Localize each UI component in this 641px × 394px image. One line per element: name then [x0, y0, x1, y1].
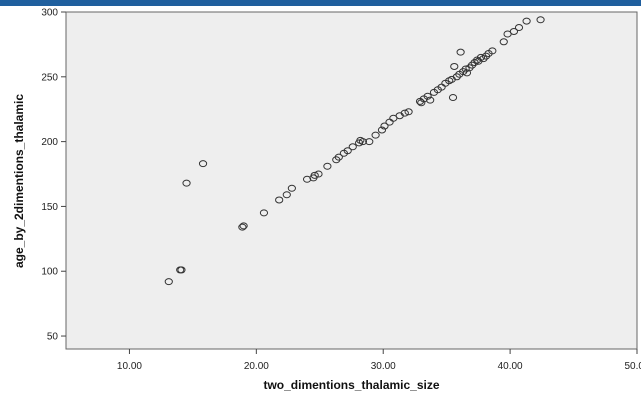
x-tick-label: 50.00 [624, 361, 641, 372]
data-point [423, 92, 432, 100]
y-axis: 50 100 150 200 250 300 [41, 8, 66, 343]
plot-area [65, 11, 638, 350]
data-point [456, 48, 465, 56]
data-point [522, 17, 531, 25]
data-point [238, 223, 247, 231]
data-point [536, 16, 545, 24]
data-point [323, 162, 332, 170]
x-tick-label: 40.00 [498, 361, 523, 372]
data-point [371, 131, 380, 139]
x-tick-label: 20.00 [244, 361, 269, 372]
data-point [334, 153, 343, 161]
data-point [417, 99, 426, 107]
y-axis-title: age_by_2dimentions_thalamic [12, 94, 26, 268]
y-tick-label: 250 [41, 72, 58, 83]
data-point [310, 171, 319, 179]
y-tick-label: 50 [47, 332, 59, 343]
data-point [164, 278, 173, 286]
data-point [282, 191, 291, 199]
x-axis: 10.00 20.00 30.00 40.00 50.00 [117, 349, 641, 372]
data-point [177, 266, 186, 274]
y-tick-label: 100 [41, 267, 58, 278]
x-axis-title: two_dimentions_thalamic_size [263, 378, 439, 392]
top-accent-bar [0, 0, 641, 6]
data-point [488, 47, 497, 55]
y-tick-label: 150 [41, 202, 58, 213]
data-point [461, 65, 470, 73]
data-point [343, 147, 352, 155]
data-point [509, 27, 519, 35]
data-point [448, 94, 458, 102]
data-point [259, 209, 269, 217]
data-point [377, 126, 387, 134]
data-point [239, 222, 248, 230]
data-point [365, 138, 374, 146]
data-points [164, 16, 545, 286]
data-point [514, 24, 524, 32]
data-point [358, 138, 368, 146]
data-point [275, 196, 284, 204]
data-point [314, 170, 323, 178]
data-point [426, 96, 435, 104]
data-point [302, 175, 312, 183]
data-point [198, 160, 208, 168]
data-point [182, 179, 191, 187]
data-point [287, 184, 296, 192]
y-tick-label: 300 [41, 8, 58, 19]
data-point [499, 38, 508, 46]
data-point [400, 109, 409, 117]
data-point [380, 122, 389, 130]
data-point [450, 62, 459, 70]
x-tick-label: 10.00 [117, 361, 142, 372]
y-tick-label: 200 [41, 137, 58, 148]
data-point [404, 108, 413, 116]
x-tick-label: 30.00 [371, 361, 396, 372]
data-point [348, 143, 357, 151]
